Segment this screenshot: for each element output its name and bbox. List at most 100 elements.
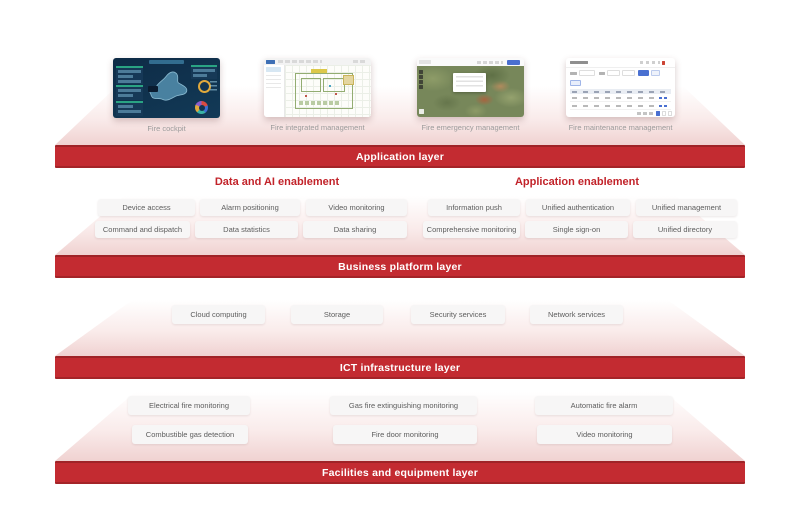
toolbar-primary-button bbox=[266, 60, 275, 64]
pagination-current-page bbox=[655, 111, 660, 116]
layer-banner-business-platform: Business platform layer bbox=[55, 255, 745, 278]
table-header-cells bbox=[571, 90, 670, 93]
sidebar-tree bbox=[266, 75, 281, 91]
system-pill-automatic-fire-alarm: Automatic fire alarm bbox=[535, 396, 673, 415]
capability-pill-command-dispatch: Command and dispatch bbox=[95, 221, 190, 238]
fire-cockpit-thumbnail bbox=[113, 58, 220, 118]
layer-banner-label: Facilities and equipment layer bbox=[322, 466, 478, 479]
reset-button bbox=[651, 70, 660, 76]
toolbar-buttons bbox=[278, 60, 322, 63]
fire-integrated-management-thumbnail bbox=[264, 58, 371, 117]
toolbar-buttons bbox=[353, 60, 367, 63]
toolbar-buttons bbox=[477, 61, 503, 64]
filter-input bbox=[607, 70, 620, 76]
stat-bar bbox=[118, 70, 141, 73]
plan-highlight-bar bbox=[311, 69, 327, 73]
dashboard-title-bar bbox=[149, 60, 184, 64]
stat-bar bbox=[193, 69, 215, 72]
service-pill-security-services: Security services bbox=[411, 305, 505, 324]
layer-banner-label: Application layer bbox=[355, 150, 444, 163]
sidebar-panel bbox=[264, 65, 285, 117]
map-tool-icon bbox=[419, 70, 423, 74]
header-icons bbox=[640, 61, 660, 64]
filter-input bbox=[622, 70, 635, 76]
system-pill-combustible-gas-detection: Combustible gas detection bbox=[132, 425, 248, 444]
alarm-dot bbox=[305, 95, 307, 97]
system-pill-video-monitoring: Video monitoring bbox=[537, 425, 672, 444]
layer-banner-application: Application layer bbox=[55, 145, 745, 168]
group-heading-data-ai-enablement: Data and AI enablement bbox=[214, 176, 340, 188]
popup-text-lines bbox=[456, 76, 483, 89]
capability-pill-video-monitoring: Video monitoring bbox=[306, 199, 407, 216]
filter-label bbox=[570, 72, 577, 75]
capability-pill-alarm-positioning: Alarm positioning bbox=[200, 199, 300, 216]
toolbar-primary-button bbox=[507, 59, 520, 65]
app-fire-maintenance-management: Fire maintenance management bbox=[566, 58, 675, 132]
layer-banner-facilities-equipment: Facilities and equipment layer bbox=[55, 461, 745, 484]
capability-pill-single-sign-on: Single sign-on bbox=[525, 221, 628, 238]
layer-banner-label: Business platform layer bbox=[338, 260, 462, 273]
floor-plan-outline bbox=[295, 73, 353, 109]
table-cells bbox=[571, 97, 657, 99]
device-dot bbox=[329, 85, 331, 87]
divider bbox=[566, 67, 675, 68]
plan-highlight-box bbox=[343, 75, 354, 85]
pagination-page bbox=[667, 111, 672, 116]
app-fire-integrated-management: Fire integrated management bbox=[264, 58, 371, 132]
capability-pill-data-statistics: Data statistics bbox=[195, 221, 298, 238]
capability-pill-data-sharing: Data sharing bbox=[303, 221, 407, 238]
table-row bbox=[570, 94, 671, 102]
page-title-bar bbox=[570, 61, 588, 64]
dashboard-stats-panel bbox=[191, 65, 217, 79]
system-pill-electrical-fire-monitoring: Electrical fire monitoring bbox=[128, 396, 250, 415]
layer-banner-ict-infrastructure: ICT infrastructure layer bbox=[55, 356, 745, 379]
system-pill-fire-door-monitoring: Fire door monitoring bbox=[333, 425, 477, 444]
stat-bar bbox=[118, 110, 141, 113]
search-button bbox=[638, 70, 649, 76]
stat-bar bbox=[118, 105, 133, 108]
service-pill-storage: Storage bbox=[291, 305, 383, 324]
service-pill-cloud-computing: Cloud computing bbox=[172, 305, 265, 324]
floor-plan-room bbox=[323, 78, 345, 92]
plan-detail-strip bbox=[299, 101, 339, 105]
group-heading-application-enablement: Application enablement bbox=[514, 176, 640, 188]
lake-map-shape bbox=[149, 71, 188, 101]
capability-pill-comprehensive-monitoring: Comprehensive monitoring bbox=[423, 221, 520, 238]
satellite-map bbox=[417, 66, 524, 117]
app-label: Fire maintenance management bbox=[568, 123, 673, 132]
floor-plan-room bbox=[301, 78, 321, 92]
capability-pill-information-push: Information push bbox=[428, 199, 520, 216]
table-cells bbox=[571, 105, 657, 107]
chart-legend bbox=[210, 81, 217, 93]
add-button bbox=[570, 80, 581, 86]
system-pill-gas-fire-extinguishing-monitoring: Gas fire extinguishing monitoring bbox=[330, 396, 477, 415]
table-header-row bbox=[570, 89, 671, 94]
dashboard-stats-panel bbox=[116, 101, 143, 116]
map-tool-icon bbox=[419, 85, 423, 89]
alert-icon bbox=[662, 60, 665, 65]
filter-label bbox=[599, 72, 605, 75]
map-tool-icon bbox=[419, 75, 423, 79]
map-tooltip bbox=[148, 86, 158, 92]
app-label: Fire cockpit bbox=[147, 124, 186, 133]
map-info-popup bbox=[453, 73, 486, 92]
platform-top-ict bbox=[55, 300, 745, 356]
row-action-links bbox=[659, 97, 669, 99]
map-tool-icon bbox=[419, 80, 423, 84]
alarm-dot bbox=[335, 93, 337, 95]
fire-maintenance-management-thumbnail bbox=[566, 58, 675, 117]
app-label: Fire integrated management bbox=[270, 123, 365, 132]
toolbar-field bbox=[419, 60, 431, 64]
app-fire-cockpit: Fire cockpit bbox=[113, 58, 220, 133]
pagination-info bbox=[637, 112, 653, 115]
layer-banner-label: ICT infrastructure layer bbox=[339, 361, 461, 374]
capability-pill-unified-directory: Unified directory bbox=[633, 221, 737, 238]
table-row bbox=[570, 102, 671, 110]
stat-bar bbox=[118, 75, 133, 78]
service-pill-network-services: Network services bbox=[530, 305, 623, 324]
stat-bar bbox=[193, 74, 208, 77]
dashboard-stats-panel bbox=[116, 85, 143, 100]
app-label: Fire emergency management bbox=[421, 123, 520, 132]
map-tool-strip bbox=[419, 70, 423, 89]
